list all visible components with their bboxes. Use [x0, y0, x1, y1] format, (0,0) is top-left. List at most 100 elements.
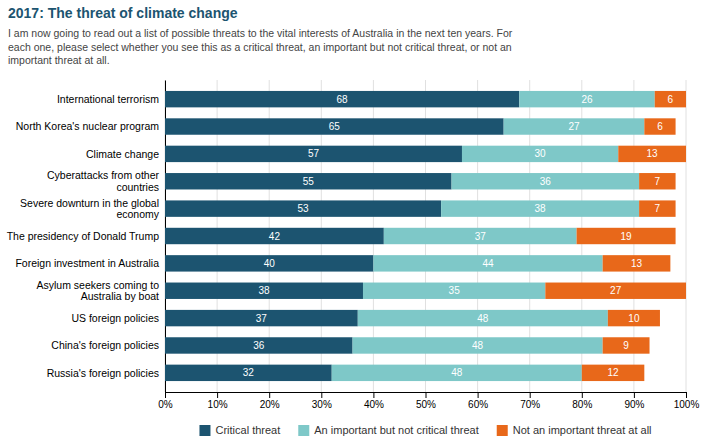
x-tick: 20%	[260, 392, 280, 410]
grid	[165, 80, 686, 392]
data-label: 19	[621, 231, 633, 242]
x-tick: 60%	[468, 392, 488, 410]
data-label: 13	[647, 148, 659, 159]
y-tick-label-line: Cyberattacks from other	[47, 169, 160, 181]
bar	[603, 255, 671, 271]
x-tick-label: 0%	[158, 399, 173, 410]
y-tick-label: Cyberattacks from othercountries	[47, 169, 160, 193]
data-label: 48	[451, 367, 463, 378]
subtitle-line: I am now going to read out a list of pos…	[8, 27, 513, 39]
x-tick: 70%	[520, 392, 540, 410]
x-tick: 50%	[416, 392, 436, 410]
x-tick-label: 10%	[208, 399, 228, 410]
y-tick-label: Foreign investment in Australia	[15, 257, 159, 269]
title: 2017: The threat of climate change	[8, 5, 238, 21]
bar	[639, 173, 675, 189]
x-tick-label: 40%	[364, 399, 384, 410]
series	[545, 91, 686, 381]
data-label: 12	[607, 367, 619, 378]
x-tick-mark	[269, 392, 270, 398]
data-label: 57	[308, 148, 320, 159]
y-tick: Russia's foreign policies	[47, 367, 165, 379]
y-tick: Foreign investment in Australia	[15, 257, 165, 269]
x-tick: 30%	[312, 392, 332, 410]
x-tick-label: 100%	[674, 399, 700, 410]
legend-item: Not an important threat at all	[497, 424, 652, 436]
y-tick-label-line: International terrorism	[57, 93, 159, 105]
bar	[165, 283, 363, 299]
y-tick: Asylum seekers coming toAustralia by boa…	[36, 279, 165, 303]
y-tick: China's foreign policies	[51, 339, 165, 351]
y-tick-label-line: China's foreign policies	[51, 339, 159, 351]
data-label: 27	[568, 121, 580, 132]
y-tick-label-line: US foreign policies	[71, 312, 159, 324]
bar	[358, 310, 608, 326]
bar	[582, 365, 645, 381]
bar	[332, 365, 582, 381]
y-tick-label: China's foreign policies	[51, 339, 159, 351]
chart: 2017: The threat of climate change I am n…	[0, 0, 704, 446]
bar	[165, 173, 452, 189]
data-label: 9	[623, 340, 629, 351]
legend-swatch	[298, 425, 309, 436]
bar	[441, 200, 639, 216]
grid-line	[686, 80, 687, 392]
bar	[608, 310, 660, 326]
y-tick: Climate change	[86, 148, 165, 160]
y-tick-label-line: Asylum seekers coming to	[36, 279, 159, 291]
bar	[519, 91, 654, 107]
x-tick-label: 80%	[572, 399, 592, 410]
data-label: 38	[258, 285, 270, 296]
bar	[639, 200, 675, 216]
y-tick-label: North Korea's nuclear program	[16, 120, 159, 132]
x-tick-mark	[530, 392, 531, 398]
bar	[165, 200, 441, 216]
data-label: 40	[264, 258, 276, 269]
data-label: 36	[253, 340, 265, 351]
data-label: 68	[337, 94, 349, 105]
y-tick-label: Climate change	[86, 148, 159, 160]
x-tick-label: 20%	[260, 399, 280, 410]
x-tick: 90%	[624, 392, 644, 410]
x-tick-label: 90%	[624, 399, 644, 410]
y-tick-label-line: North Korea's nuclear program	[16, 120, 159, 132]
x-tick-mark	[321, 392, 322, 398]
legend-item: Critical threat	[199, 424, 280, 436]
x-axis-line	[166, 393, 687, 399]
legend-swatch	[497, 425, 508, 436]
legend-swatch	[199, 425, 210, 436]
bar	[353, 337, 603, 353]
data-label: 37	[475, 231, 487, 242]
y-tick-label-line: Australia by boat	[81, 290, 159, 302]
bar	[644, 118, 675, 134]
bars	[165, 91, 686, 381]
y-tick-label-line: Russia's foreign policies	[47, 367, 159, 379]
x-tick-mark	[478, 392, 479, 398]
bar	[165, 310, 358, 326]
bar	[384, 228, 577, 244]
x-tick-mark	[634, 392, 635, 398]
bar	[545, 283, 686, 299]
data-label: 32	[243, 367, 255, 378]
y-tick-label: International terrorism	[57, 93, 159, 105]
bar	[165, 91, 519, 107]
bar	[165, 365, 332, 381]
x-tick-mark	[373, 392, 374, 398]
x-tick: 10%	[208, 392, 228, 410]
x-tick-label: 60%	[468, 399, 488, 410]
bar	[655, 91, 686, 107]
data-label: 37	[256, 313, 268, 324]
subtitle-line: each one, please select whether you see …	[8, 41, 512, 53]
data-label: 7	[655, 203, 661, 214]
y-tick: US foreign policies	[71, 312, 165, 324]
bar	[462, 146, 618, 162]
data-label: 7	[655, 176, 661, 187]
y-tick: The presidency of Donald Trump	[7, 230, 165, 242]
y-tick-label-line: Severe downturn in the global	[20, 197, 159, 209]
x-tick-mark	[686, 392, 687, 398]
data-labels: 6865575553424038373632262730363837443548…	[243, 94, 674, 379]
bar	[618, 146, 686, 162]
y-tick-label: The presidency of Donald Trump	[7, 230, 159, 242]
data-label: 35	[449, 285, 461, 296]
x-axis: 0% 10% 20% 30% 40% 50% 60% 70% 80% 90% 100%	[158, 392, 699, 410]
